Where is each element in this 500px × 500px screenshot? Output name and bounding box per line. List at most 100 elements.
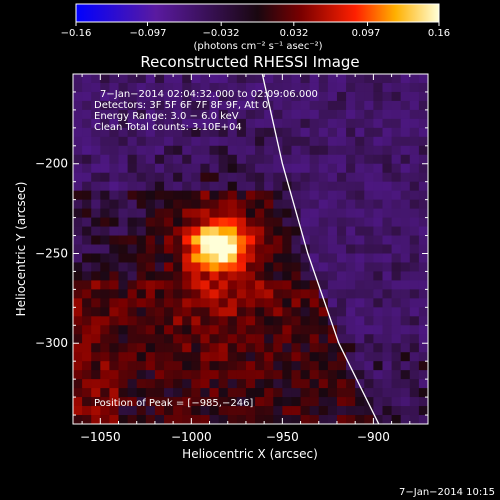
heatmap-cell <box>73 379 83 389</box>
heatmap-cell <box>182 181 192 192</box>
heatmap-cell <box>391 118 402 129</box>
heatmap-cell <box>264 415 274 424</box>
heatmap-cell <box>282 352 293 362</box>
heatmap-cell <box>255 325 265 335</box>
heatmap-cell <box>291 262 302 273</box>
heatmap-cell <box>255 199 265 210</box>
heatmap-cell <box>191 316 202 326</box>
heatmap-cell <box>264 154 274 165</box>
heatmap-cell <box>327 199 338 210</box>
heatmap-cell <box>382 397 393 407</box>
heatmap-cell <box>145 271 156 282</box>
heatmap-cell <box>418 253 428 264</box>
heatmap-cell <box>200 334 211 344</box>
heatmap-cell <box>218 388 229 398</box>
heatmap-cell <box>373 370 384 380</box>
heatmap-cell <box>327 235 338 246</box>
heatmap-cell <box>245 172 256 183</box>
heatmap-cell <box>100 226 111 237</box>
heatmap-cell <box>300 361 311 371</box>
heatmap-cell <box>418 181 428 192</box>
heatmap-cell <box>218 172 229 183</box>
heatmap-cell <box>273 163 283 174</box>
heatmap-cell <box>100 406 111 416</box>
heatmap-cell <box>145 379 156 389</box>
heatmap-cell <box>218 415 229 424</box>
heatmap-cell <box>109 74 120 84</box>
heatmap-cell <box>227 154 238 165</box>
heatmap-cell <box>218 91 229 102</box>
heatmap-cell <box>136 370 147 380</box>
heatmap-cell <box>300 217 311 228</box>
heatmap-cell <box>409 91 420 102</box>
heatmap-cell <box>245 352 256 362</box>
heatmap-cell <box>227 100 238 111</box>
heatmap-cell <box>154 334 165 344</box>
heatmap-cell <box>255 415 265 424</box>
heatmap-cell <box>182 235 192 246</box>
heatmap-cell <box>73 406 83 416</box>
heatmap-cell <box>109 226 120 237</box>
heatmap-cell <box>145 82 156 93</box>
heatmap-cell <box>109 415 120 424</box>
heatmap-cell <box>400 361 411 371</box>
colorbar-tick-label: −0.032 <box>202 28 239 39</box>
heatmap-cell <box>309 226 320 237</box>
heatmap-cell <box>273 217 283 228</box>
heatmap-cell <box>109 190 120 201</box>
heatmap-cell <box>273 415 283 424</box>
heatmap-cell <box>245 370 256 380</box>
heatmap-cell <box>109 316 120 326</box>
heatmap-cell <box>154 74 165 84</box>
heatmap-cell <box>218 244 229 255</box>
heatmap-cell <box>264 388 274 398</box>
heatmap-cell <box>336 226 347 237</box>
heatmap-cell <box>82 217 92 228</box>
heatmap-cell <box>227 118 238 129</box>
heatmap-cell <box>300 271 311 282</box>
heatmap-cell <box>164 226 174 237</box>
heatmap-cell <box>400 199 411 210</box>
heatmap-cell <box>418 244 428 255</box>
heatmap-cell <box>136 415 147 424</box>
heatmap-cell <box>346 91 356 102</box>
heatmap-cell <box>318 271 329 282</box>
heatmap-cell <box>418 226 428 237</box>
heatmap-cell <box>327 226 338 237</box>
heatmap-cell <box>236 172 247 183</box>
heatmap-cell <box>109 235 120 246</box>
heatmap-cell <box>200 154 211 165</box>
heatmap-cell <box>300 253 311 264</box>
heatmap-cell <box>236 415 247 424</box>
heatmap-cell <box>145 316 156 326</box>
heatmap-cell <box>154 280 165 290</box>
heatmap-cell <box>173 226 183 237</box>
heatmap-cell <box>127 253 138 264</box>
heatmap-cell <box>236 325 247 335</box>
heatmap-cell <box>418 100 428 111</box>
heatmap-cell <box>282 208 293 219</box>
heatmap-cell <box>173 235 183 246</box>
heatmap-cell <box>136 289 147 299</box>
heatmap-cell <box>364 154 374 165</box>
heatmap-cell <box>118 334 129 344</box>
heatmap-cell <box>300 379 311 389</box>
heatmap-cell <box>391 370 402 380</box>
heatmap-cell <box>418 379 428 389</box>
heatmap-cell <box>273 145 283 156</box>
heatmap-cell <box>173 307 183 317</box>
heatmap-cell <box>227 235 238 246</box>
heatmap-cell <box>400 397 411 407</box>
heatmap-cell <box>236 280 247 290</box>
heatmap-cell <box>227 91 238 102</box>
heatmap-cell <box>318 109 329 120</box>
heatmap-cell <box>145 109 156 120</box>
heatmap-cell <box>282 118 293 129</box>
heatmap-cell <box>327 271 338 282</box>
heatmap-cell <box>291 127 302 138</box>
heatmap-cell <box>136 397 147 407</box>
heatmap-cell <box>382 74 393 84</box>
heatmap-cell <box>118 127 129 138</box>
heatmap-cell <box>327 262 338 273</box>
heatmap-cell <box>327 145 338 156</box>
